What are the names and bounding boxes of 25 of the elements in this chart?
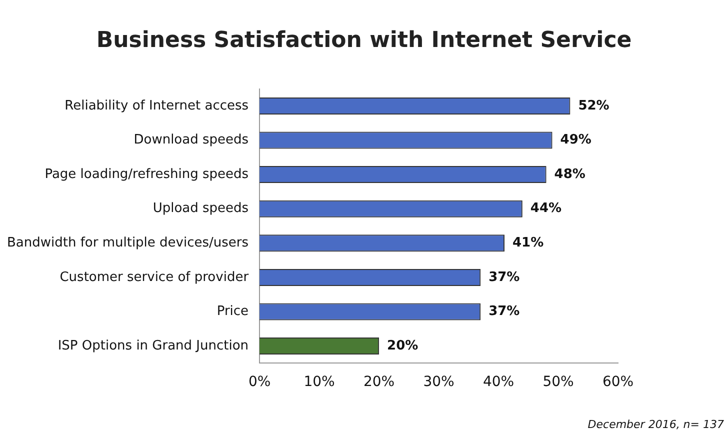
y-tick-label: Page loading/refreshing speeds (44, 166, 249, 182)
chart-title: Business Satisfaction with Internet Service (95, 28, 633, 53)
data-label: 49% (560, 132, 592, 148)
data-label: 52% (578, 98, 610, 114)
x-tick-label: 10% (304, 374, 335, 390)
data-label: 48% (554, 166, 586, 182)
data-label: 44% (530, 201, 562, 216)
x-tick-label: 50% (542, 374, 574, 390)
x-tick-label: 30% (423, 374, 454, 390)
y-tick-label: Upload speeds (152, 201, 249, 216)
text: December 2016, n= 137 (588, 418, 724, 431)
y-tick-label: Customer service of provider (60, 270, 250, 285)
x-tick-label: 20% (363, 374, 395, 390)
x-tick-label: 60% (602, 374, 634, 390)
y-tick-label: Reliability of Internet access (64, 98, 249, 114)
data-label: 37% (488, 304, 520, 320)
data-label: 41% (512, 236, 544, 251)
y-tick-label: Download speeds (134, 132, 249, 148)
y-tick-label: Bandwidth for multiple devices/users (6, 236, 249, 251)
data-label: 37% (488, 270, 520, 285)
x-tick-label: 0% (248, 374, 271, 390)
y-tick-label: ISP Options in Grand Junction (58, 338, 249, 354)
x-tick-label: 40% (482, 374, 514, 390)
data-label: 20% (387, 338, 418, 354)
y-tick-label: Price (216, 304, 249, 320)
